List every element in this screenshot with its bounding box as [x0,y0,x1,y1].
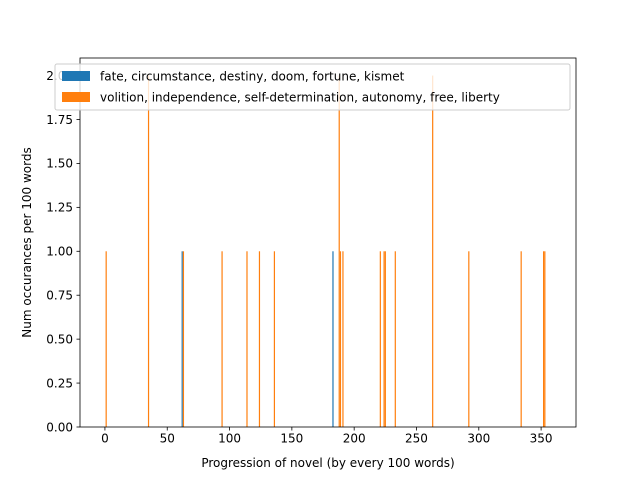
y-tick-label: 0.25 [46,376,73,390]
legend-swatch-volition [62,92,90,102]
legend-label-volition: volition, independence, self-determinati… [100,91,500,105]
bar-series1-16 [520,251,522,427]
x-tick-label: 0 [101,432,109,446]
bar-series1-2 [182,251,185,427]
bar-series1-5 [258,251,261,427]
y-axis-ticks: 0.000.250.500.751.001.251.501.752.00 [46,69,80,434]
bar-series1-15 [468,251,470,427]
bar-series1-10 [379,251,381,427]
bar-series0-1 [332,251,334,427]
bar-series1-1 [147,75,150,427]
x-tick-label: 100 [218,432,241,446]
bar-series1-0 [105,251,107,427]
bar-series0-0 [181,251,183,427]
bars-layer [105,75,546,427]
bar-series1-12 [384,251,386,427]
bar-series1-11 [383,251,385,427]
bar-series1-18 [544,251,546,427]
y-tick-label: 1.25 [46,201,73,215]
y-tick-label: 1.50 [46,157,73,171]
x-tick-label: 200 [343,432,366,446]
y-tick-label: 0.00 [46,420,73,434]
y-tick-label: 0.50 [46,332,73,346]
x-axis-ticks: 0 50 100 150 200 250 300 350 [101,427,553,446]
x-tick-label: 300 [467,432,490,446]
y-tick-label: 1.00 [46,245,73,259]
bar-series1-9 [342,251,344,427]
legend: fate, circumstance, destiny, doom, fortu… [54,63,571,111]
x-tick-label: 150 [280,432,303,446]
bar-series1-6 [273,251,276,427]
bar-series1-14 [432,75,434,427]
y-axis-title: Num occurances per 100 words [20,147,34,337]
x-tick-label: 50 [160,432,175,446]
bar-series1-3 [221,251,223,427]
bar-series1-4 [246,251,248,427]
x-axis-title: Progression of novel (by every 100 words… [201,456,454,470]
bar-series1-13 [394,251,396,427]
bar-series1-17 [543,251,545,427]
x-tick-label: 250 [405,432,428,446]
legend-label-fate: fate, circumstance, destiny, doom, fortu… [100,70,405,84]
plot-frame [79,57,577,428]
bar-series1-7 [338,75,340,427]
y-tick-label: 1.75 [46,113,73,127]
legend-swatch-fate [62,71,90,81]
legend-box [54,63,571,111]
y-tick-label: 0.75 [46,289,73,303]
bar-series1-8 [339,251,342,427]
x-tick-label: 350 [530,432,553,446]
